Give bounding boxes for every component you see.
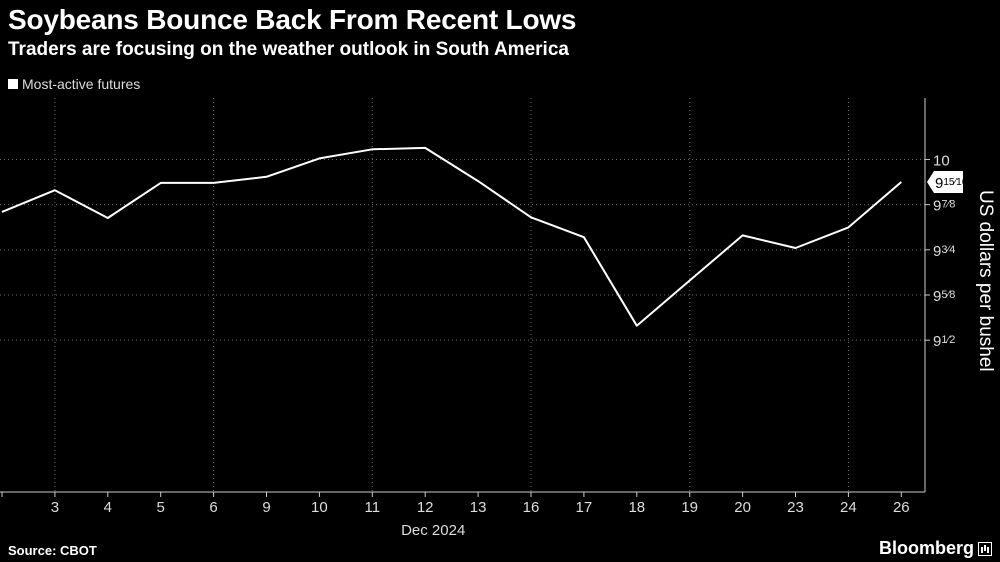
brand-name: Bloomberg	[878, 538, 974, 558]
series-line	[1, 146, 902, 327]
x-tick-label: 26	[893, 499, 910, 516]
brand-logo: Bloomberg	[879, 538, 992, 559]
chart-title: Soybeans Bounce Back From Recent Lows	[8, 4, 577, 35]
last-value-text: 915⁄16	[935, 175, 968, 192]
x-tick-label: 20	[734, 499, 751, 516]
legend-label: Most-active futures	[22, 76, 141, 92]
x-tick-label: 10	[311, 499, 328, 516]
last-value-flag	[927, 171, 963, 194]
legend-swatch	[8, 79, 18, 89]
x-tick-label: 18	[628, 499, 645, 516]
x-tick-label: 5	[157, 499, 165, 516]
source-note: Source: CBOT	[8, 543, 97, 558]
last-value-label: 915⁄16	[927, 171, 968, 194]
x-tick-label: 17	[576, 499, 593, 516]
x-tick-label: 19	[681, 499, 698, 516]
grid	[0, 98, 925, 492]
x-tick-label: 3	[51, 499, 59, 516]
chart-subtitle: Traders are focusing on the weather outl…	[8, 39, 569, 60]
x-tick-label: 13	[470, 499, 487, 516]
x-tick-label: 9	[262, 499, 270, 516]
y-axis: 10 97⁄8 93⁄4 95⁄8 91⁄2	[924, 98, 955, 492]
x-tick-label: 16	[523, 499, 540, 516]
y-tick-label: 93⁄4	[933, 243, 955, 260]
legend: Most-active futures	[8, 76, 140, 92]
y-axis-label: US dollars per bushel	[975, 190, 996, 372]
y-tick-label: 10	[933, 152, 950, 169]
y-tick-label: 95⁄8	[933, 288, 955, 305]
x-group-label: Dec 2024	[401, 522, 465, 539]
y-tick-label: 91⁄2	[933, 333, 955, 350]
x-tick-label: 12	[417, 499, 434, 516]
x-tick-label: 6	[209, 499, 217, 516]
x-tick-label: 24	[840, 499, 857, 516]
x-tick-label: 4	[104, 499, 112, 516]
y-tick-label: 97⁄8	[933, 198, 955, 215]
x-tick-label: 11	[365, 499, 381, 516]
x-tick-label: 23	[787, 499, 804, 516]
x-axis: 3 4 5 6 9 10 11 12 13 16 17 18 19 20 23 24 26	[0, 491, 925, 516]
chart-icon	[978, 541, 992, 556]
